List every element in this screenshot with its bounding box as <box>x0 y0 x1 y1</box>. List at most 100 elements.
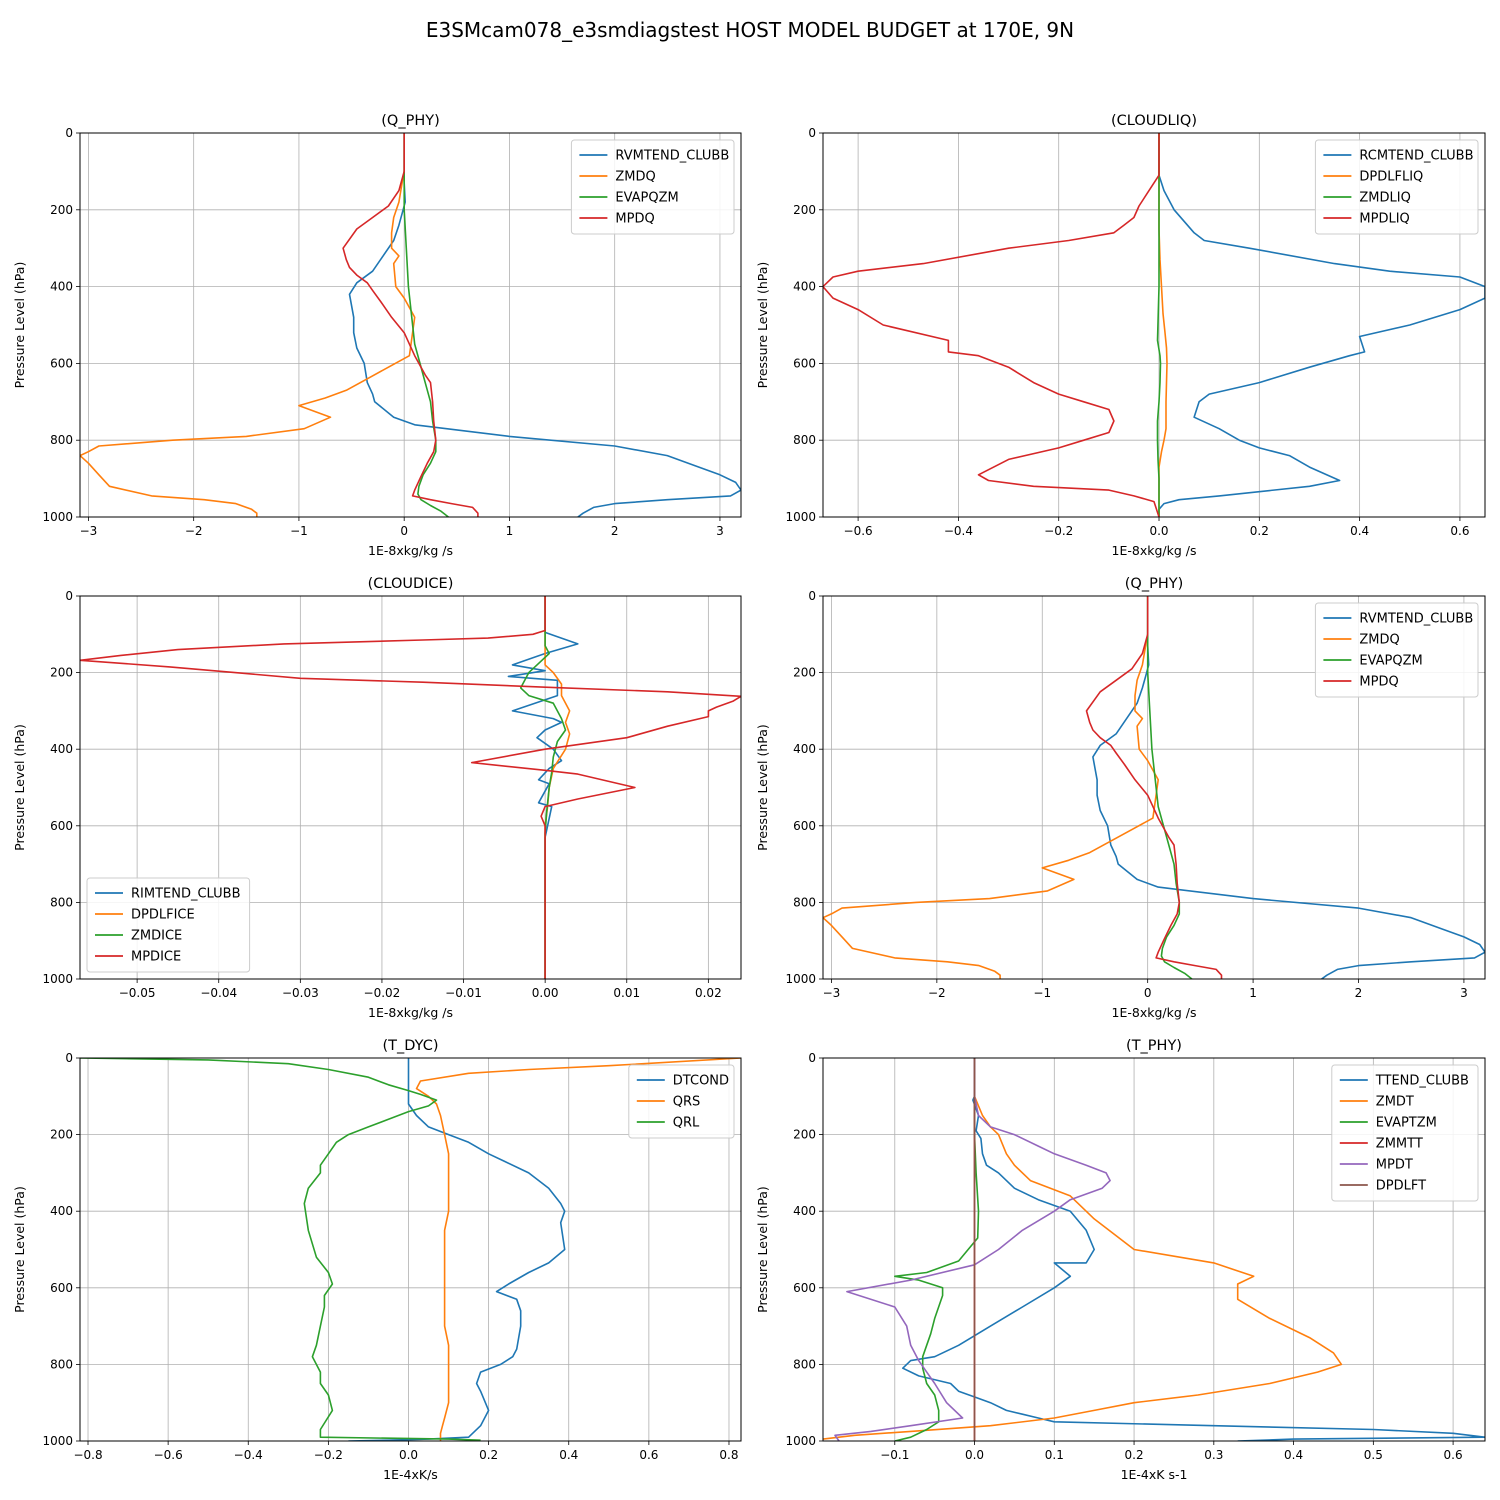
series-line-evaptzm <box>893 1058 980 1441</box>
x-tick-label: 0.8 <box>719 1448 738 1462</box>
x-tick-label: 0.02 <box>695 986 722 1000</box>
legend-entry: ZMMTT <box>1376 1137 1423 1152</box>
legend-box <box>628 1064 735 1139</box>
series-line-rvmtend-clubb <box>348 133 741 517</box>
panel-6: −0.1 0.0 0.1 0.2 0.3 0.4 0.5 0.6 0 200 400 600 800 10… <box>755 1038 1486 1482</box>
y-tick-label: 200 <box>793 666 816 680</box>
legend-entry: RVMTEND_CLUBB <box>615 149 729 164</box>
y-tick-label: 800 <box>793 433 816 447</box>
y-tick-label: 1000 <box>42 1434 73 1448</box>
series-line-mpdq <box>1085 596 1223 979</box>
y-tick-label: 400 <box>50 280 73 294</box>
y-tick-label: 600 <box>793 1281 816 1295</box>
legend-entry: QRL <box>673 1116 700 1131</box>
y-tick-label: 200 <box>50 203 73 217</box>
x-tick-label: 0.0 <box>399 1448 418 1462</box>
panel-title: (T_DYC) <box>383 1038 439 1054</box>
x-tick-label: −0.6 <box>154 1448 183 1462</box>
legend-entry: DTCOND <box>673 1074 729 1089</box>
series-line-zmdt <box>823 1058 1343 1440</box>
x-tick-label: 2 <box>611 524 619 538</box>
legend: TTEND_CLUBB ZMDT EVAPTZM ZMMTT MPDT DPDLFT <box>1331 1064 1479 1202</box>
panels: −3 −2 −1 0 1 2 302004006008001000(Q_PHY)1E-8xk… <box>12 113 1486 1482</box>
legend-entry: ZMDT <box>1376 1095 1414 1110</box>
panel-title: (T_PHY) <box>1126 1038 1182 1054</box>
y-tick-label: 400 <box>793 280 816 294</box>
panel-3: −0.05 −0.04 −0.03 −0.02 −0.01 0.00 0.01 0.02 0 20… <box>12 576 742 1020</box>
y-tick-label: 800 <box>50 895 73 909</box>
series-line-qrl <box>80 1058 481 1441</box>
y-axis-label: Pressure Level (hPa) <box>755 724 770 851</box>
x-axis-label: 1E-8xkg/kg /s <box>368 1005 453 1020</box>
y-tick-label: 1000 <box>785 972 816 986</box>
series-line-rvmtend-clubb <box>1092 596 1485 979</box>
x-tick-label: 0.3 <box>1204 1448 1223 1462</box>
y-tick-label: 600 <box>793 819 816 833</box>
y-tick-label: 0 <box>808 126 816 140</box>
legend-box <box>1314 602 1479 698</box>
series-line-zmdq <box>80 133 416 517</box>
y-tick-label: 800 <box>793 1357 816 1371</box>
x-tick-label: 0 <box>1144 986 1152 1000</box>
axes-frame <box>79 132 742 518</box>
x-tick-label: 0.0 <box>1149 524 1168 538</box>
axes-frame <box>822 132 1486 518</box>
legend-entry: RVMTEND_CLUBB <box>1359 612 1473 627</box>
legend-entry: QRS <box>673 1095 701 1110</box>
y-tick-label: 400 <box>793 1204 816 1218</box>
legend-box <box>86 877 251 973</box>
x-tick-label: −0.04 <box>200 986 237 1000</box>
x-tick-label: 1 <box>1249 986 1257 1000</box>
y-tick-label: 0 <box>65 126 73 140</box>
x-tick-label: 0.6 <box>1444 1448 1463 1462</box>
y-axis-label: Pressure Level (hPa) <box>12 724 27 851</box>
x-tick-label: −0.6 <box>844 524 873 538</box>
y-tick-label: 1000 <box>785 1434 816 1448</box>
x-tick-label: 0.6 <box>639 1448 658 1462</box>
y-tick-label: 200 <box>793 203 816 217</box>
x-tick-label: −0.2 <box>1044 524 1073 538</box>
y-tick-label: 600 <box>50 819 73 833</box>
axes-frame <box>822 1057 1486 1442</box>
series-line-zmdice <box>519 596 567 979</box>
panel-2: −0.6 −0.4 −0.2 0.0 0.2 0.4 0.6 0 200 400 600 800 100… <box>755 113 1486 558</box>
x-tick-label: 0.5 <box>1364 1448 1383 1462</box>
y-tick-label: 800 <box>50 433 73 447</box>
legend-entry: MPDT <box>1376 1158 1413 1173</box>
y-tick-label: 0 <box>65 589 73 603</box>
x-tick-label: −0.1 <box>880 1448 909 1462</box>
y-tick-label: 200 <box>793 1128 816 1142</box>
y-tick-label: 600 <box>50 1281 73 1295</box>
x-tick-label: −0.03 <box>282 986 319 1000</box>
x-tick-label: 0.00 <box>532 986 559 1000</box>
y-axis-label: Pressure Level (hPa) <box>12 262 27 389</box>
series-line-ttend-clubb <box>901 1058 1485 1441</box>
panel-title: (Q_PHY) <box>381 113 439 129</box>
x-tick-label: −0.02 <box>364 986 401 1000</box>
y-tick-label: 800 <box>793 895 816 909</box>
x-tick-label: 0.01 <box>613 986 640 1000</box>
y-tick-label: 400 <box>50 742 73 756</box>
x-tick-label: 0.4 <box>559 1448 578 1462</box>
axes-frame <box>79 1057 742 1442</box>
y-axis-label: Pressure Level (hPa) <box>755 1186 770 1313</box>
legend-entry: ZMDQ <box>1359 633 1399 648</box>
x-tick-label: 0.0 <box>965 1448 984 1462</box>
panel-1: −3 −2 −1 0 1 2 3 0 200 400 600 800 1000 (Q_PHY) 1E-8xk… <box>12 113 742 558</box>
y-tick-label: 1000 <box>785 510 816 524</box>
y-tick-label: 0 <box>65 1051 73 1065</box>
y-axis-label: Pressure Level (hPa) <box>12 1186 27 1313</box>
axes-frame <box>79 595 742 980</box>
x-axis-label: 1E-4xK s-1 <box>1121 1467 1188 1482</box>
series-line-zmdq <box>823 596 1159 979</box>
panel-5: −0.8 −0.6 −0.4 −0.2 0.0 0.2 0.4 0.6 0.8 0 200 400 60… <box>12 1038 742 1482</box>
y-tick-label: 1000 <box>42 510 73 524</box>
x-tick-label: 3 <box>716 524 724 538</box>
legend-entry: MPDICE <box>131 950 181 965</box>
series-line-mpdice <box>80 596 741 979</box>
panel-title: (CLOUDLIQ) <box>1111 113 1197 129</box>
legend-entry: RCMTEND_CLUBB <box>1359 149 1473 164</box>
series-line-zmdliq <box>1156 133 1162 517</box>
axes-frame <box>822 595 1486 980</box>
legend-entry: EVAPQZM <box>615 191 678 206</box>
